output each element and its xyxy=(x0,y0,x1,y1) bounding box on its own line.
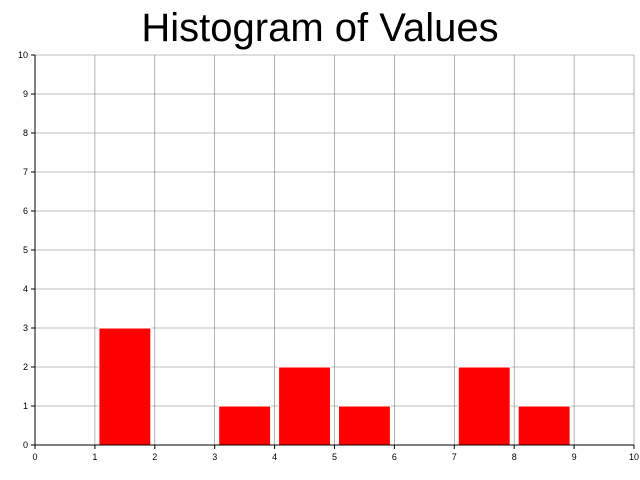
y-tick-label: 0 xyxy=(23,440,28,450)
histogram-bar xyxy=(338,405,391,446)
y-tick-label: 5 xyxy=(23,245,28,255)
x-tick-label: 6 xyxy=(392,452,397,462)
tick-labels: 0 1 2 3 4 5 6 7 8 9 10 0 1 2 3 4 5 6 7 8 9 10 xyxy=(18,50,639,462)
y-tick-label: 1 xyxy=(23,401,28,411)
histogram-bar xyxy=(218,405,272,446)
y-tick-label: 10 xyxy=(18,50,28,60)
x-tick-label: 9 xyxy=(572,452,577,462)
x-tick-label: 7 xyxy=(452,452,457,462)
bars xyxy=(98,327,571,446)
x-tick-label: 10 xyxy=(629,452,639,462)
x-tick-label: 1 xyxy=(92,452,97,462)
histogram-bar xyxy=(98,327,152,446)
y-tick-label: 8 xyxy=(23,128,28,138)
y-tick-label: 3 xyxy=(23,323,28,333)
histogram-bar xyxy=(278,366,332,446)
x-tick-label: 3 xyxy=(212,452,217,462)
histogram-bar xyxy=(517,405,571,446)
x-tick-label: 8 xyxy=(512,452,517,462)
x-tick-label: 5 xyxy=(332,452,337,462)
x-tick-label: 0 xyxy=(32,452,37,462)
x-tick-label: 4 xyxy=(272,452,277,462)
x-tick-label: 2 xyxy=(152,452,157,462)
chart-title: Histogram of Values xyxy=(141,6,499,50)
y-tick-label: 4 xyxy=(23,284,28,294)
y-tick-label: 7 xyxy=(23,167,28,177)
y-tick-label: 2 xyxy=(23,362,28,372)
histogram-bar xyxy=(457,366,511,446)
y-tick-label: 9 xyxy=(23,89,28,99)
y-tick-label: 6 xyxy=(23,206,28,216)
axes xyxy=(31,54,635,449)
